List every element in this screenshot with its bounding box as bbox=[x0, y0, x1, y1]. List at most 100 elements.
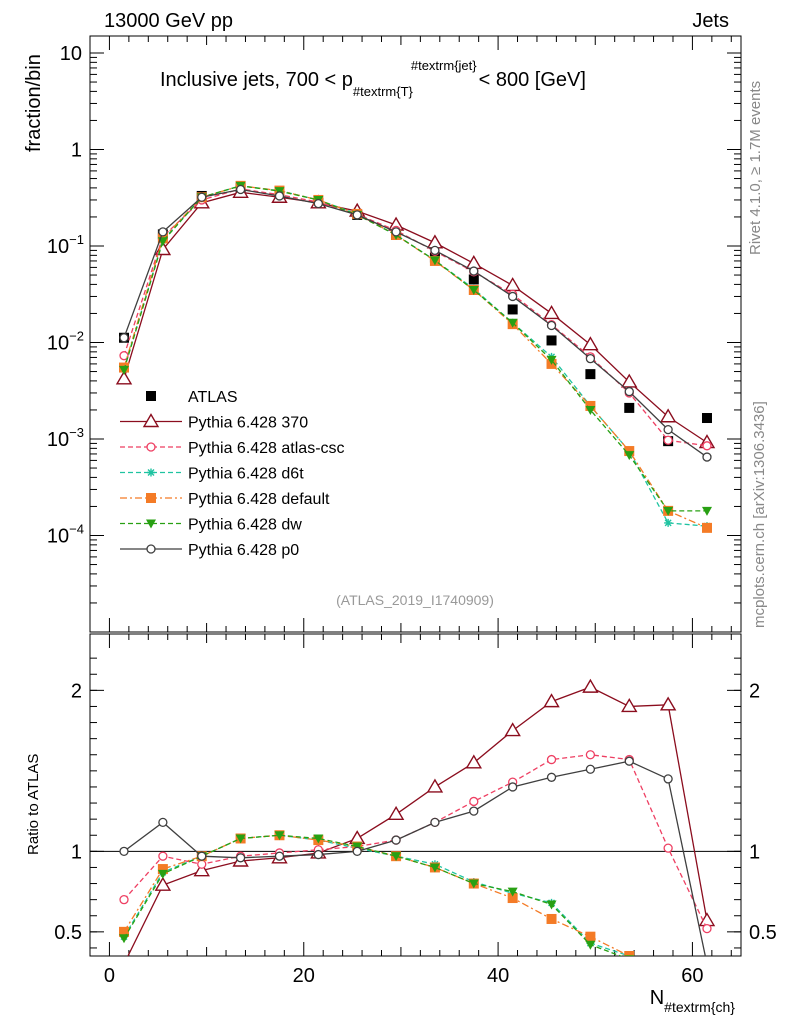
ratio-data-point bbox=[504, 722, 521, 737]
main-series-group bbox=[115, 180, 716, 533]
legend-marker bbox=[146, 493, 156, 503]
main-data-point bbox=[429, 256, 440, 266]
ratio-data-point bbox=[585, 764, 596, 774]
ratio-data-point bbox=[465, 754, 483, 769]
main-data-point bbox=[546, 335, 557, 346]
ratio-y-tick-label-right: 1 bbox=[749, 841, 760, 863]
legend-marker bbox=[142, 413, 160, 428]
main-data-point bbox=[664, 518, 673, 527]
ratio-data-point bbox=[387, 805, 405, 821]
ratio-data-point bbox=[391, 852, 402, 862]
ratio-data-point bbox=[197, 859, 207, 869]
main-data-point bbox=[546, 355, 557, 365]
legend-label: Pythia 6.428 atlas-csc bbox=[188, 440, 345, 457]
main-data-point bbox=[468, 274, 479, 285]
ratio-data-point bbox=[585, 931, 596, 942]
legend-entry: Pythia 6.428 default bbox=[120, 491, 330, 508]
ratio-data-point bbox=[157, 864, 168, 875]
ratio-data-point bbox=[430, 817, 440, 828]
header-beam-label: 13000 GeV pp bbox=[104, 10, 233, 32]
main-data-point bbox=[543, 305, 560, 320]
main-y-tick-label: 10−4 bbox=[47, 521, 84, 547]
main-data-point bbox=[701, 506, 712, 516]
ratio-series-5 bbox=[119, 756, 706, 956]
ratio-data-point bbox=[274, 851, 285, 861]
ratio-data-point bbox=[663, 843, 673, 853]
main-data-point bbox=[624, 446, 635, 457]
main-data-point bbox=[507, 318, 518, 328]
main-data-point bbox=[624, 386, 634, 397]
ratio-data-point bbox=[193, 862, 210, 877]
legend-label: Pythia 6.428 dw bbox=[188, 517, 302, 534]
ratio-data-point bbox=[313, 834, 324, 844]
ratio-series-line bbox=[123, 834, 623, 956]
ratio-data-point bbox=[585, 940, 596, 950]
ratio-data-point bbox=[621, 698, 638, 713]
main-y-tick-label: 10−1 bbox=[47, 232, 84, 258]
main-data-point bbox=[119, 365, 130, 375]
main-data-point bbox=[507, 304, 518, 315]
ratio-data-point bbox=[624, 955, 635, 956]
ratio-data-point bbox=[123, 955, 125, 956]
side-mcplots-label: mcplots.cern.ch [arXiv:1306.3436] bbox=[751, 401, 768, 628]
ratio-data-point bbox=[546, 913, 557, 924]
main-data-point bbox=[504, 277, 521, 292]
main-data-point bbox=[585, 405, 596, 415]
ratio-x-tick-label: 40 bbox=[487, 965, 509, 987]
ratio-data-point bbox=[702, 923, 712, 934]
main-data-point bbox=[663, 424, 673, 435]
ratio-data-point bbox=[157, 869, 168, 879]
main-y-tick-label: 10−2 bbox=[47, 328, 84, 354]
header-process-label: Jets bbox=[692, 10, 729, 32]
ratio-data-point bbox=[313, 849, 323, 860]
analysis-id-label: (ATLAS_2019_I1740909) bbox=[336, 592, 494, 608]
ratio-series-line bbox=[127, 686, 708, 956]
main-data-point bbox=[313, 198, 323, 209]
ratio-series-4 bbox=[119, 831, 635, 956]
legend-entry: Pythia 6.428 d6t bbox=[120, 466, 304, 483]
main-data-point bbox=[197, 192, 207, 202]
main-data-point bbox=[158, 227, 168, 237]
ratio-axis-ticks: 2 2 1 1 0.5 0.5 0 20 40 60 bbox=[54, 634, 777, 987]
main-data-point bbox=[119, 351, 129, 361]
legend-marker bbox=[147, 468, 155, 477]
ratio-data-point bbox=[624, 756, 634, 766]
main-series-line bbox=[123, 188, 708, 458]
ratio-data-point bbox=[624, 951, 635, 956]
main-data-point bbox=[702, 452, 712, 462]
main-ylabel: fraction/bin bbox=[23, 54, 45, 152]
main-data-point bbox=[702, 441, 712, 451]
ratio-data-point bbox=[546, 754, 557, 765]
ratio-y-tick-label: 0.5 bbox=[54, 922, 82, 944]
ratio-series-line bbox=[123, 760, 706, 956]
main-data-point bbox=[659, 408, 677, 423]
ratio-data-point bbox=[158, 851, 168, 861]
ratio-ylabel: Ratio to ATLAS bbox=[25, 754, 42, 855]
ratio-xlabel: N#textrm{ch} bbox=[650, 987, 736, 1015]
ratio-data-point bbox=[546, 900, 557, 910]
legend-marker bbox=[146, 519, 156, 529]
main-axis-ticks: 10 1 10−1 10−2 10−3 10−4 bbox=[47, 36, 741, 632]
legend-label: ATLAS bbox=[188, 389, 238, 406]
main-data-point bbox=[585, 369, 596, 380]
main-data-point bbox=[119, 333, 129, 343]
main-series-line bbox=[123, 188, 708, 447]
legend-entry: Pythia 6.428 370 bbox=[120, 413, 308, 432]
main-y-tick-label: 10 bbox=[60, 43, 82, 65]
main-data-point bbox=[585, 354, 596, 364]
legend-label: Pythia 6.428 d6t bbox=[188, 466, 304, 483]
ratio-data-point bbox=[158, 817, 168, 828]
legend-entry: Pythia 6.428 atlas-csc bbox=[120, 440, 345, 457]
main-data-point bbox=[469, 266, 479, 276]
legend-marker bbox=[146, 442, 156, 452]
ratio-data-point bbox=[274, 831, 285, 841]
main-data-point bbox=[701, 522, 712, 533]
ratio-data-point bbox=[585, 750, 596, 760]
ratio-data-point bbox=[391, 835, 401, 845]
ratio-y-tick-label: 2 bbox=[71, 680, 82, 702]
ratio-data-point bbox=[507, 893, 518, 904]
legend-marker bbox=[146, 391, 156, 401]
ratio-y-tick-label-right: 0.5 bbox=[749, 922, 777, 944]
ratio-x-tick-label: 0 bbox=[104, 965, 115, 987]
main-title: Inclusive jets, 700 < p#textrm{T}#textrm… bbox=[160, 58, 586, 99]
